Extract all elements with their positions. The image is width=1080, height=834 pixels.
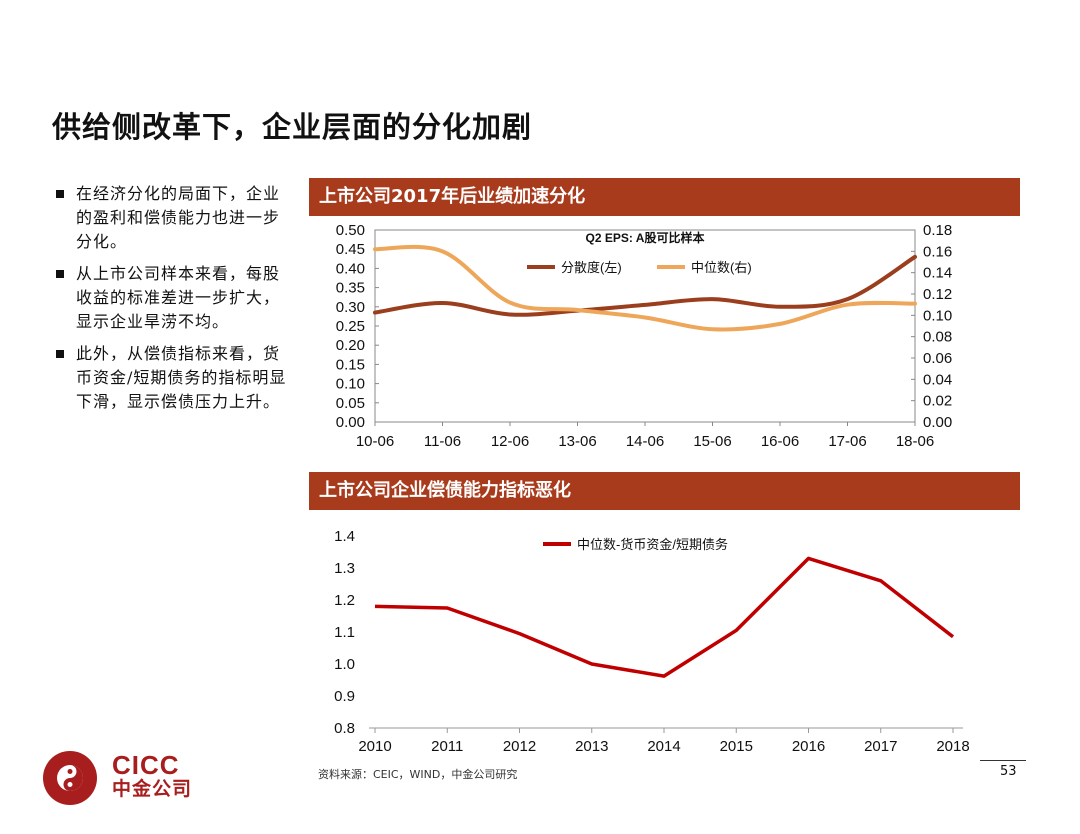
- eps-dispersion-chart: 0.50 0.45 0.40 0.35 0.30 0.25 0.20 0.15 0.10 0.05…: [336, 222, 952, 450]
- logo-cn: 中金公司: [112, 778, 193, 800]
- x-tick-label: 2012: [503, 738, 536, 755]
- y-left-tick-label: 0.35: [336, 280, 365, 297]
- y-right-tick-label: 0.10: [923, 307, 952, 324]
- y-right-tick-label: 0.08: [923, 329, 952, 346]
- chart-title: Q2 EPS: A股可比样本: [586, 230, 705, 245]
- y-left-tick-label: 0.10: [336, 376, 365, 393]
- y-right-tick-label: 0.12: [923, 286, 952, 303]
- x-tick-label: 2016: [792, 738, 825, 755]
- x-tick-label: 2011: [431, 738, 463, 755]
- x-tick-label: 2018: [936, 738, 969, 755]
- cicc-logo-icon: [43, 751, 97, 805]
- y-right-tick-label: 0.14: [923, 265, 952, 282]
- source-note: 资料来源：CEIC，WIND，中金公司研究: [318, 768, 518, 781]
- legend-label: 中位数(右): [691, 260, 752, 275]
- x-tick-label: 16-06: [761, 433, 799, 450]
- y-left-tick-label: 0.30: [336, 299, 365, 316]
- page-number: 53: [1000, 764, 1017, 779]
- x-tick-label: 13-06: [558, 433, 596, 450]
- series-line: [373, 254, 917, 317]
- y-tick-label: 1.4: [334, 528, 355, 545]
- y-tick-label: 0.9: [334, 688, 355, 705]
- bullet-item: 从上市公司样本来看，每股收益的标准差进一步扩大，显示企业旱涝不均。: [56, 262, 296, 334]
- bullet-square-icon: [56, 270, 64, 278]
- y-right-tick-label: 0.06: [923, 350, 952, 367]
- y-right-tick-label: 0.02: [923, 393, 952, 410]
- y-left-tick-label: 0.00: [336, 414, 365, 431]
- y-left-tick-label: 0.20: [336, 337, 365, 354]
- x-tick-label: 2015: [720, 738, 753, 755]
- x-tick-label: 12-06: [491, 433, 529, 450]
- bullet-list: 在经济分化的局面下，企业的盈利和偿债能力也进一步分化。 从上市公司样本来看，每股…: [56, 182, 296, 422]
- x-tick-label: 10-06: [356, 433, 394, 450]
- page-title: 供给侧改革下，企业层面的分化加剧: [52, 110, 533, 144]
- x-tick-label: 2014: [647, 738, 680, 755]
- bullet-text: 此外，从偿债指标来看，货币资金/短期债务的指标明显下滑，显示偿债压力上升。: [76, 344, 287, 411]
- y-left-tick-label: 0.45: [336, 241, 365, 258]
- logo-en: CICC: [112, 750, 180, 780]
- legend-label: 分散度(左): [561, 260, 622, 275]
- y-right-tick-label: 0.04: [923, 371, 952, 388]
- bullet-square-icon: [56, 190, 64, 198]
- y-tick-label: 1.1: [334, 624, 355, 641]
- y-tick-label: 0.8: [334, 720, 355, 737]
- y-tick-label: 1.3: [334, 560, 355, 577]
- series-line: [374, 556, 955, 678]
- x-tick-label: 15-06: [693, 433, 731, 450]
- chart1-header: 上市公司2017年后业绩加速分化: [309, 178, 1020, 216]
- series-line: [373, 244, 917, 332]
- chart2-header: 上市公司企业偿债能力指标恶化: [309, 472, 1020, 510]
- bullet-text: 从上市公司样本来看，每股收益的标准差进一步扩大，显示企业旱涝不均。: [76, 264, 281, 331]
- legend-label: 中位数-货币资金/短期债务: [577, 537, 728, 552]
- x-tick-label: 2017: [864, 738, 897, 755]
- bullet-item: 在经济分化的局面下，企业的盈利和偿债能力也进一步分化。: [56, 182, 296, 254]
- x-tick-label: 17-06: [828, 433, 866, 450]
- y-left-tick-label: 0.40: [336, 260, 365, 277]
- y-left-tick-label: 0.25: [336, 318, 365, 335]
- y-left-tick-label: 0.50: [336, 222, 365, 239]
- y-left-tick-label: 0.05: [336, 395, 365, 412]
- y-tick-label: 1.2: [334, 592, 355, 609]
- bullet-text: 在经济分化的局面下，企业的盈利和偿债能力也进一步分化。: [76, 184, 281, 251]
- y-right-tick-label: 0.16: [923, 243, 952, 260]
- y-tick-label: 1.0: [334, 656, 355, 673]
- y-right-tick-label: 0.00: [923, 414, 952, 431]
- x-tick-label: 14-06: [626, 433, 664, 450]
- bullet-item: 此外，从偿债指标来看，货币资金/短期债务的指标明显下滑，显示偿债压力上升。: [56, 342, 296, 414]
- logo-text: CICC 中金公司: [112, 752, 192, 800]
- x-tick-label: 2010: [358, 738, 391, 755]
- bullet-square-icon: [56, 350, 64, 358]
- y-right-tick-label: 0.18: [923, 222, 952, 239]
- x-tick-label: 2013: [575, 738, 608, 755]
- footer-divider: [980, 760, 1026, 761]
- x-tick-label: 11-06: [424, 433, 461, 450]
- x-tick-label: 18-06: [896, 433, 934, 450]
- y-left-tick-label: 0.15: [336, 356, 365, 373]
